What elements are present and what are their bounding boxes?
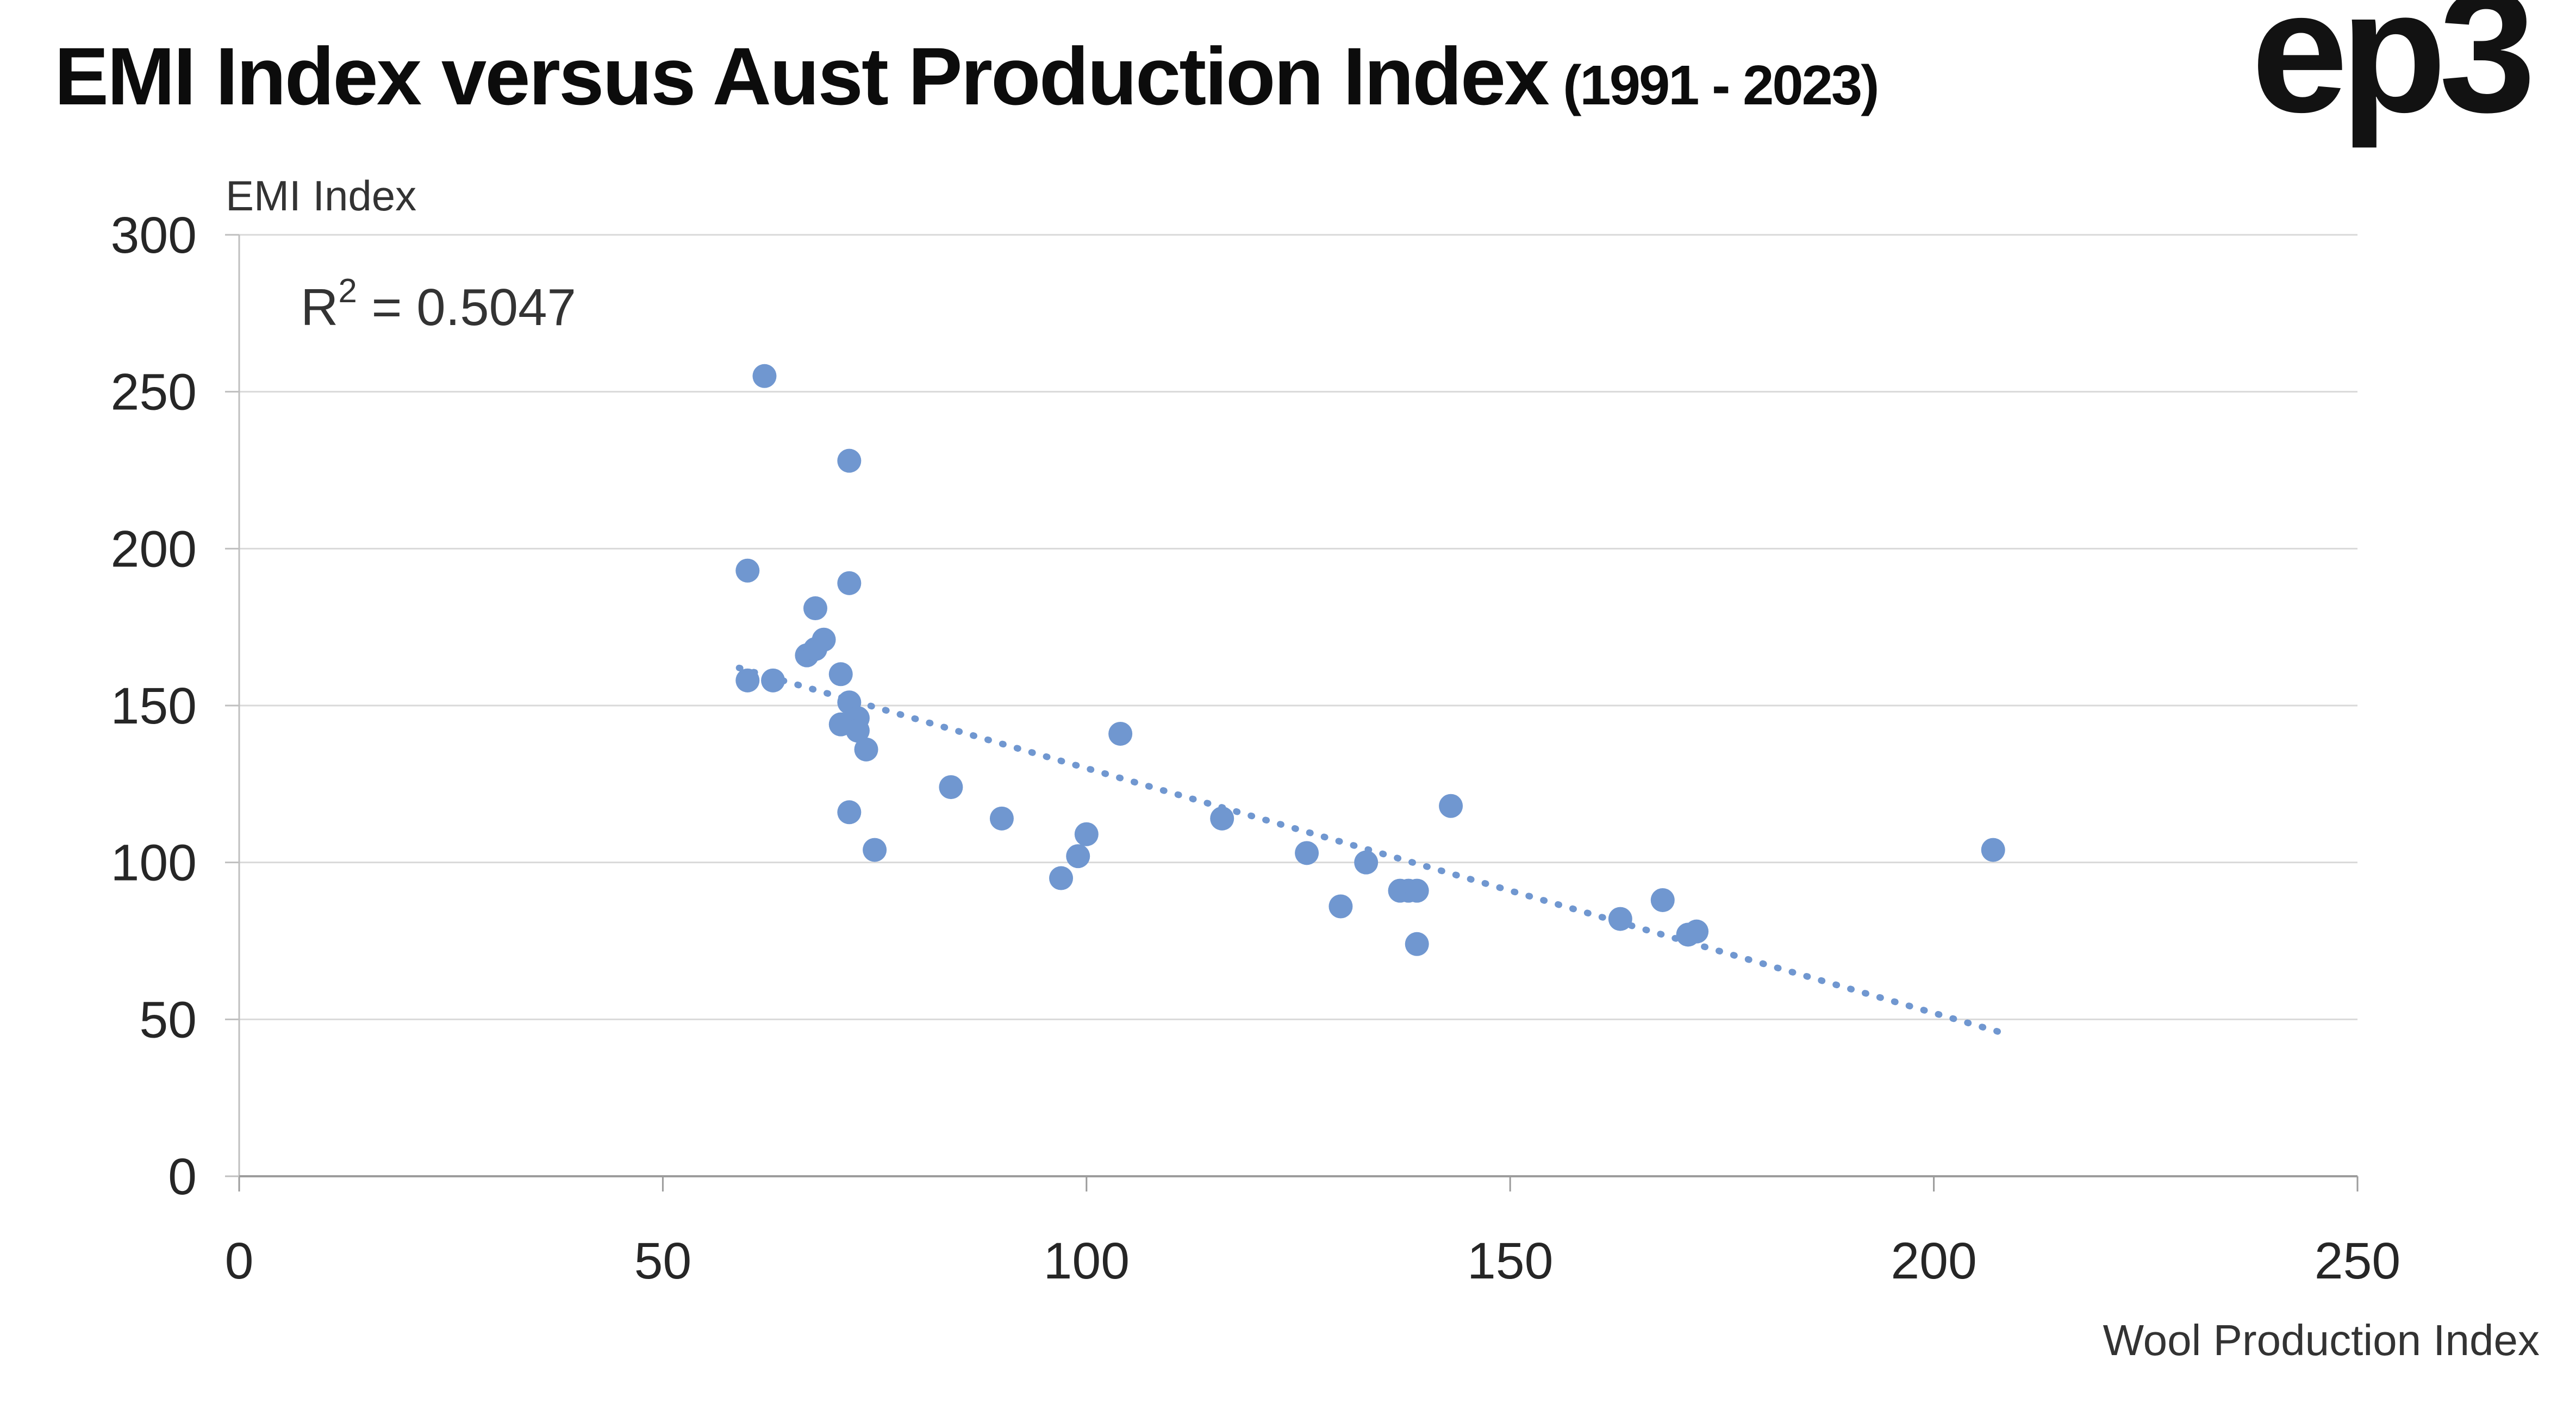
scatter-points xyxy=(735,364,2005,956)
scatter-point xyxy=(837,800,862,825)
scatter-point xyxy=(752,364,777,388)
chart-title: EMI Index versus Aust Production Index (… xyxy=(54,30,1880,122)
scatter-point xyxy=(939,775,963,800)
scatter-point xyxy=(1405,932,1429,956)
scatter-point xyxy=(863,838,887,862)
y-tick-label: 200 xyxy=(110,520,197,578)
scatter-point xyxy=(854,737,878,762)
gridlines xyxy=(239,234,2357,1020)
scatter-point xyxy=(1650,888,1675,912)
scatter-point xyxy=(1685,919,1709,944)
scatter-point xyxy=(828,662,853,687)
scatter-point xyxy=(845,719,870,743)
y-axis-title: EMI Index xyxy=(226,172,416,220)
x-tick-label: 0 xyxy=(225,1232,254,1290)
scatter-point xyxy=(1295,841,1319,865)
chart-title-years: (1991 - 2023) xyxy=(1563,54,1879,116)
x-axis-ticks: 0 50 100 150 200 250 xyxy=(225,1176,2401,1290)
y-tick-label: 250 xyxy=(110,364,197,421)
ep3-logo: ep3 xyxy=(2251,0,2536,148)
scatter-point xyxy=(1405,878,1429,903)
scatter-point xyxy=(1981,838,2005,862)
scatter-point xyxy=(1354,850,1379,875)
scatter-point xyxy=(803,596,827,621)
y-axis-ticks: 0 50 100 150 200 250 300 xyxy=(110,207,239,1206)
y-tick-label: 50 xyxy=(139,991,197,1049)
y-tick-label: 100 xyxy=(110,834,197,892)
scatter-point xyxy=(1066,844,1090,869)
scatter-point xyxy=(735,668,760,692)
scatter-point xyxy=(1210,806,1234,831)
y-tick-label: 150 xyxy=(110,677,197,735)
scatter-point xyxy=(1049,866,1074,890)
scatter-point xyxy=(812,627,836,652)
scatter-point xyxy=(837,571,862,595)
y-tick-label: 0 xyxy=(168,1148,197,1206)
x-tick-label: 250 xyxy=(2315,1232,2401,1290)
scatter-point xyxy=(1108,721,1133,746)
scatter-point xyxy=(1074,822,1099,846)
scatter-point xyxy=(1328,894,1353,919)
x-tick-label: 50 xyxy=(634,1232,692,1290)
scatter-point xyxy=(989,806,1014,831)
x-tick-label: 150 xyxy=(1467,1232,1554,1290)
scatter-point xyxy=(761,668,785,692)
scatter-point xyxy=(1439,794,1463,818)
chart-title-main: EMI Index versus Aust Production Index xyxy=(54,30,1550,122)
scatter-point xyxy=(735,558,760,583)
y-tick-label: 300 xyxy=(110,207,197,264)
trendline xyxy=(735,664,2013,1039)
x-axis-title: Wool Production Index xyxy=(2103,1316,2540,1364)
r-squared-annotation: R2 = 0.5047 xyxy=(301,272,576,336)
scatter-point xyxy=(1608,907,1632,931)
x-tick-label: 100 xyxy=(1044,1232,1130,1290)
x-tick-label: 200 xyxy=(1891,1232,1977,1290)
scatter-point xyxy=(837,448,862,473)
